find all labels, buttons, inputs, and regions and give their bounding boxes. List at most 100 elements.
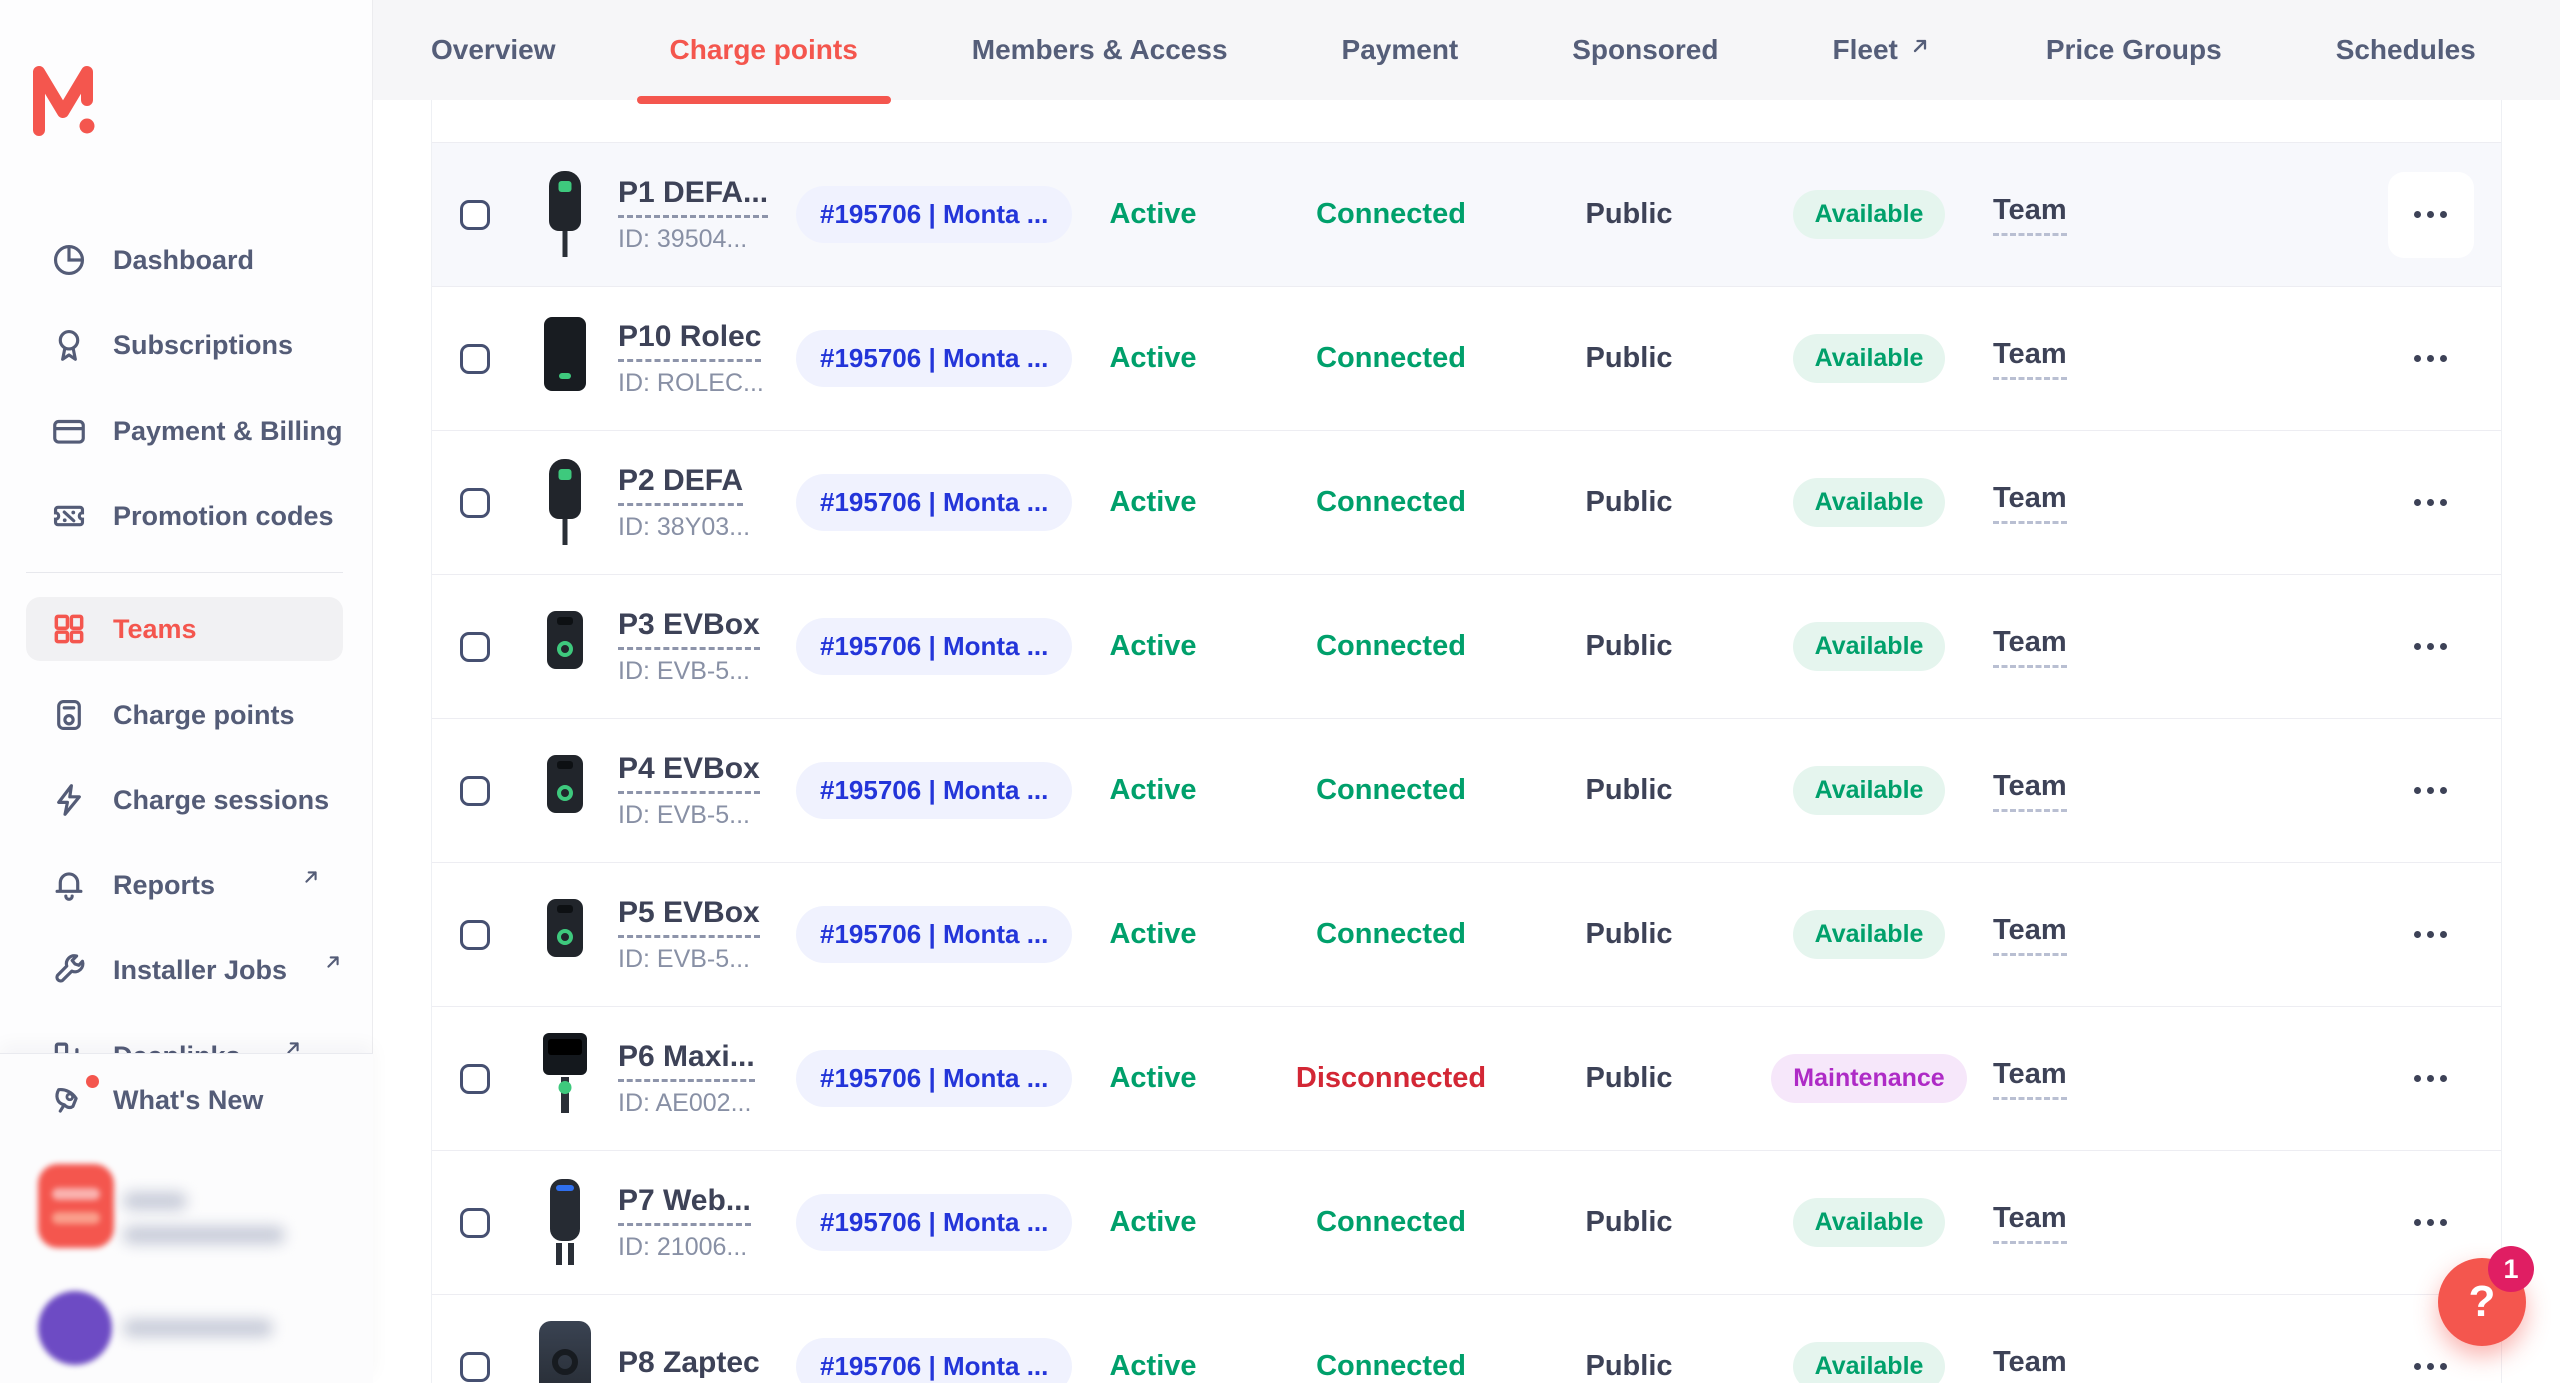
table-row[interactable]: P2 DEFA ID: 38Y03... #195706 | Monta ...… bbox=[432, 431, 2501, 575]
row-checkbox[interactable] bbox=[460, 1351, 490, 1382]
charge-point-id: ID: EVB-5... bbox=[618, 656, 750, 685]
sidebar-item-teams[interactable]: Teams bbox=[0, 586, 373, 672]
team-link[interactable]: Team bbox=[1993, 1058, 2067, 1100]
table-row[interactable]: P6 Maxi... ID: AE002... #195706 | Monta … bbox=[432, 1007, 2501, 1151]
external-link-icon bbox=[287, 1042, 299, 1054]
sidebar-item-whats-new[interactable]: What's New bbox=[0, 1057, 373, 1143]
team-link[interactable]: Team bbox=[1993, 482, 2067, 524]
row-checkbox[interactable] bbox=[460, 343, 490, 374]
tab-label: Members & Access bbox=[971, 34, 1228, 65]
wrench-icon bbox=[55, 954, 85, 983]
table-row[interactable]: P8 Zaptec #195706 | Monta ... Active Con… bbox=[432, 1295, 2501, 1383]
row-checkbox[interactable] bbox=[460, 631, 490, 662]
team-link[interactable]: Team bbox=[1993, 1202, 2067, 1244]
tab-charge-points[interactable]: Charge points bbox=[636, 0, 891, 104]
team-link[interactable]: Team bbox=[1993, 1346, 2067, 1383]
tab-sponsored[interactable]: Sponsored bbox=[1539, 0, 1751, 100]
table-row[interactable]: P1 DEFA... ID: 39504... #195706 | Monta … bbox=[432, 143, 2501, 287]
sidebar-item-promotion-codes[interactable]: Promotion codes bbox=[0, 473, 373, 559]
credit-card-icon bbox=[53, 419, 85, 444]
row-menu-button[interactable] bbox=[2387, 1035, 2474, 1122]
team-number-badge[interactable]: #195706 | Monta ... bbox=[796, 1050, 1073, 1107]
sidebar-item-label: Reports bbox=[113, 869, 216, 900]
monta-logo[interactable] bbox=[30, 60, 96, 138]
workspace-account[interactable] bbox=[0, 1164, 373, 1256]
tab-schedules[interactable]: Schedules bbox=[2303, 0, 2509, 100]
row-menu-button[interactable] bbox=[2387, 747, 2474, 834]
charge-point-image bbox=[535, 1171, 595, 1275]
row-menu-button[interactable] bbox=[2387, 171, 2474, 258]
charge-point-name-link[interactable]: P4 EVBox bbox=[618, 752, 760, 794]
team-number-badge[interactable]: #195706 | Monta ... bbox=[796, 330, 1073, 387]
user-account[interactable] bbox=[0, 1291, 373, 1371]
tab-label: Payment bbox=[1341, 34, 1459, 65]
sidebar-item-installer-jobs[interactable]: Installer Jobs bbox=[0, 927, 373, 1013]
charge-point-id: ID: 21006... bbox=[618, 1232, 748, 1261]
row-menu-button[interactable] bbox=[2387, 603, 2474, 690]
help-button[interactable]: ? 1 bbox=[2438, 1246, 2534, 1346]
table-row[interactable]: P10 Rolec ID: ROLEC... #195706 | Monta .… bbox=[432, 287, 2501, 431]
team-number-badge[interactable]: #195706 | Monta ... bbox=[796, 906, 1073, 963]
availability-badge: Maintenance bbox=[1771, 1054, 1967, 1103]
charge-point-name-link[interactable]: P6 Maxi... bbox=[618, 1040, 755, 1082]
table-row[interactable]: P3 EVBox ID: EVB-5... #195706 | Monta ..… bbox=[432, 575, 2501, 719]
tab-label: Charge points bbox=[669, 34, 858, 65]
row-menu-button[interactable] bbox=[2387, 1179, 2474, 1266]
team-number-badge[interactable]: #195706 | Monta ... bbox=[796, 618, 1073, 675]
team-number-badge[interactable]: #195706 | Monta ... bbox=[796, 186, 1073, 243]
tab-price-groups[interactable]: Price Groups bbox=[2013, 0, 2255, 100]
charge-point-name-link[interactable]: P8 Zaptec bbox=[618, 1346, 760, 1383]
workspace-name-redacted bbox=[123, 1192, 187, 1210]
charge-point-name-link[interactable]: P5 EVBox bbox=[618, 896, 760, 938]
visibility-label: Public bbox=[1585, 1350, 1673, 1382]
charge-point-name-link[interactable]: P7 Web... bbox=[618, 1184, 751, 1226]
row-checkbox[interactable] bbox=[460, 775, 490, 806]
charge-point-image bbox=[535, 739, 595, 843]
main-area: Overview Charge points Members & Access … bbox=[373, 0, 2560, 1383]
team-number-badge[interactable]: #195706 | Monta ... bbox=[796, 474, 1073, 531]
row-checkbox[interactable] bbox=[460, 1063, 490, 1094]
workspace-subtitle-redacted bbox=[123, 1226, 285, 1244]
table-row[interactable]: P5 EVBox ID: EVB-5... #195706 | Monta ..… bbox=[432, 863, 2501, 1007]
bolt-icon bbox=[57, 784, 81, 816]
row-menu-button[interactable] bbox=[2387, 891, 2474, 978]
tab-fleet[interactable]: Fleet bbox=[1799, 0, 1964, 100]
sidebar-item-payment-billing[interactable]: Payment & Billing bbox=[0, 388, 373, 474]
tab-label: Sponsored bbox=[1572, 34, 1719, 65]
status-label: Active bbox=[1109, 1062, 1197, 1094]
team-link[interactable]: Team bbox=[1993, 626, 2067, 668]
notification-dot bbox=[86, 1075, 99, 1088]
row-checkbox[interactable] bbox=[460, 1207, 490, 1238]
user-avatar bbox=[38, 1291, 112, 1365]
connectivity-label: Connected bbox=[1316, 486, 1466, 518]
row-checkbox[interactable] bbox=[460, 199, 490, 230]
status-label: Active bbox=[1109, 198, 1197, 230]
tab-payment[interactable]: Payment bbox=[1309, 0, 1492, 100]
team-number-badge[interactable]: #195706 | Monta ... bbox=[796, 762, 1073, 819]
charge-point-icon bbox=[57, 699, 81, 731]
row-menu-button[interactable] bbox=[2387, 315, 2474, 402]
table-row[interactable]: P7 Web... ID: 21006... #195706 | Monta .… bbox=[432, 1151, 2501, 1295]
sidebar-item-reports[interactable]: Reports bbox=[0, 842, 373, 928]
sidebar-item-subscriptions[interactable]: Subscriptions bbox=[0, 302, 373, 388]
charge-point-name-link[interactable]: P1 DEFA... bbox=[618, 176, 769, 218]
team-link[interactable]: Team bbox=[1993, 914, 2067, 956]
row-checkbox[interactable] bbox=[460, 487, 490, 518]
team-link[interactable]: Team bbox=[1993, 338, 2067, 380]
sidebar-item-charge-points[interactable]: Charge points bbox=[0, 672, 373, 758]
tab-members-access[interactable]: Members & Access bbox=[939, 0, 1261, 100]
row-menu-button[interactable] bbox=[2387, 459, 2474, 546]
team-number-badge[interactable]: #195706 | Monta ... bbox=[796, 1338, 1073, 1383]
sidebar-item-dashboard[interactable]: Dashboard bbox=[0, 217, 373, 303]
team-number-badge[interactable]: #195706 | Monta ... bbox=[796, 1194, 1073, 1251]
row-checkbox[interactable] bbox=[460, 919, 490, 950]
charge-point-name-link[interactable]: P10 Rolec bbox=[618, 320, 762, 362]
table-row[interactable]: P4 EVBox ID: EVB-5... #195706 | Monta ..… bbox=[432, 719, 2501, 863]
charge-point-name-link[interactable]: P2 DEFA bbox=[618, 464, 744, 506]
charge-point-name-link[interactable]: P3 EVBox bbox=[618, 608, 760, 650]
tab-overview[interactable]: Overview bbox=[398, 0, 589, 100]
team-link[interactable]: Team bbox=[1993, 770, 2067, 812]
sidebar-item-charge-sessions[interactable]: Charge sessions bbox=[0, 757, 373, 843]
team-link[interactable]: Team bbox=[1993, 194, 2067, 236]
